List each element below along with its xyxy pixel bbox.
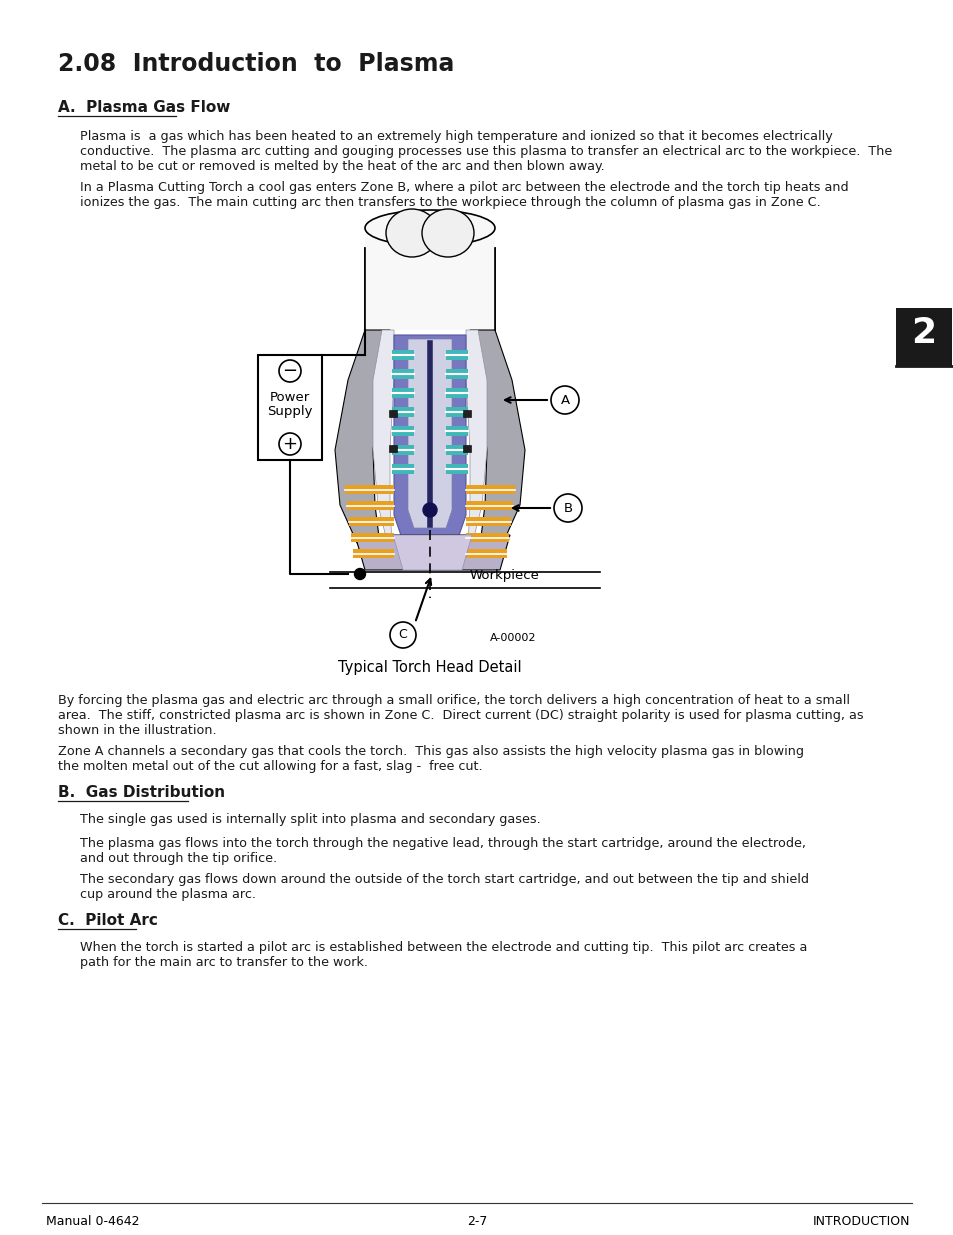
Polygon shape [351,534,394,542]
Polygon shape [446,426,468,436]
Polygon shape [392,350,414,359]
Text: A: A [559,394,569,406]
Ellipse shape [421,209,474,257]
Circle shape [390,622,416,648]
Polygon shape [394,335,465,550]
Text: A.  Plasma Gas Flow: A. Plasma Gas Flow [58,100,230,115]
Polygon shape [353,550,394,558]
Polygon shape [355,535,510,571]
Bar [462,445,471,452]
Text: B.  Gas Distribution: B. Gas Distribution [58,785,225,800]
Polygon shape [349,517,394,526]
Circle shape [551,387,578,414]
Text: INTRODUCTION: INTRODUCTION [812,1215,909,1228]
Text: and out through the tip orifice.: and out through the tip orifice. [80,852,276,864]
Text: 2-7: 2-7 [466,1215,487,1228]
Text: When the torch is started a pilot arc is established between the electrode and c: When the torch is started a pilot arc is… [80,941,806,953]
Circle shape [422,503,436,517]
Polygon shape [393,535,472,571]
Bar [365,238,495,330]
Polygon shape [446,445,468,454]
Polygon shape [392,426,414,436]
Polygon shape [345,485,394,494]
Circle shape [355,568,365,579]
Text: In a Plasma Cutting Torch a cool gas enters Zone B, where a pilot arc between th: In a Plasma Cutting Torch a cool gas ent… [80,182,848,194]
Polygon shape [392,388,414,398]
Ellipse shape [386,209,437,257]
Text: B: B [563,501,572,515]
Text: conductive.  The plasma arc cutting and gouging processes use this plasma to tra: conductive. The plasma arc cutting and g… [80,144,891,158]
Text: +: + [282,435,297,453]
Polygon shape [446,464,468,474]
Text: Zone A channels a secondary gas that cools the torch.  This gas also assists the: Zone A channels a secondary gas that coo… [58,745,803,758]
Text: −: − [282,362,297,380]
Text: The plasma gas flows into the torch through the negative lead, through the start: The plasma gas flows into the torch thro… [80,837,805,850]
Text: Typical Torch Head Detail: Typical Torch Head Detail [337,659,521,676]
Polygon shape [446,388,468,398]
Polygon shape [446,350,468,359]
Polygon shape [446,369,468,379]
Polygon shape [465,550,506,558]
Text: Supply: Supply [267,405,313,417]
Text: path for the main arc to transfer to the work.: path for the main arc to transfer to the… [80,956,368,969]
Text: Plasma is  a gas which has been heated to an extremely high temperature and ioni: Plasma is a gas which has been heated to… [80,130,832,143]
Bar [257,354,322,459]
Text: metal to be cut or removed is melted by the heat of the arc and then blown away.: metal to be cut or removed is melted by … [80,161,604,173]
Polygon shape [347,501,394,510]
Text: the molten metal out of the cut allowing for a fast, slag -  free cut.: the molten metal out of the cut allowing… [58,760,482,773]
Polygon shape [392,464,414,474]
Circle shape [554,494,581,522]
Polygon shape [408,338,452,529]
Polygon shape [465,485,515,494]
Text: By forcing the plasma gas and electric arc through a small orifice, the torch de: By forcing the plasma gas and electric a… [58,694,849,706]
Polygon shape [392,408,414,417]
Polygon shape [470,330,524,545]
Text: Power: Power [270,391,310,404]
Polygon shape [465,517,511,526]
Polygon shape [335,330,390,545]
Ellipse shape [365,210,495,246]
Text: C: C [398,629,407,641]
Text: shown in the illustration.: shown in the illustration. [58,724,216,737]
Bar [389,410,396,417]
Text: Manual 0-4642: Manual 0-4642 [46,1215,139,1228]
Text: ionizes the gas.  The main cutting arc then transfers to the workpiece through t: ionizes the gas. The main cutting arc th… [80,196,820,209]
Circle shape [278,359,301,382]
Polygon shape [465,534,509,542]
Text: A-00002: A-00002 [490,634,536,643]
Text: The secondary gas flows down around the outside of the torch start cartridge, an: The secondary gas flows down around the … [80,873,808,885]
Polygon shape [465,330,486,545]
Polygon shape [373,330,394,545]
Text: 2.08  Introduction  to  Plasma: 2.08 Introduction to Plasma [58,52,454,77]
Text: 2: 2 [910,316,936,350]
Bar [462,410,471,417]
Bar [895,308,951,366]
Text: area.  The stiff, constricted plasma arc is shown in Zone C.  Direct current (DC: area. The stiff, constricted plasma arc … [58,709,862,722]
Text: The single gas used is internally split into plasma and secondary gases.: The single gas used is internally split … [80,813,540,826]
Polygon shape [446,408,468,417]
Circle shape [278,433,301,454]
Polygon shape [392,369,414,379]
Text: cup around the plasma arc.: cup around the plasma arc. [80,888,255,902]
Polygon shape [465,501,513,510]
Polygon shape [392,445,414,454]
Text: C.  Pilot Arc: C. Pilot Arc [58,913,157,927]
Bar [389,445,396,452]
Text: Workpiece: Workpiece [470,569,539,583]
